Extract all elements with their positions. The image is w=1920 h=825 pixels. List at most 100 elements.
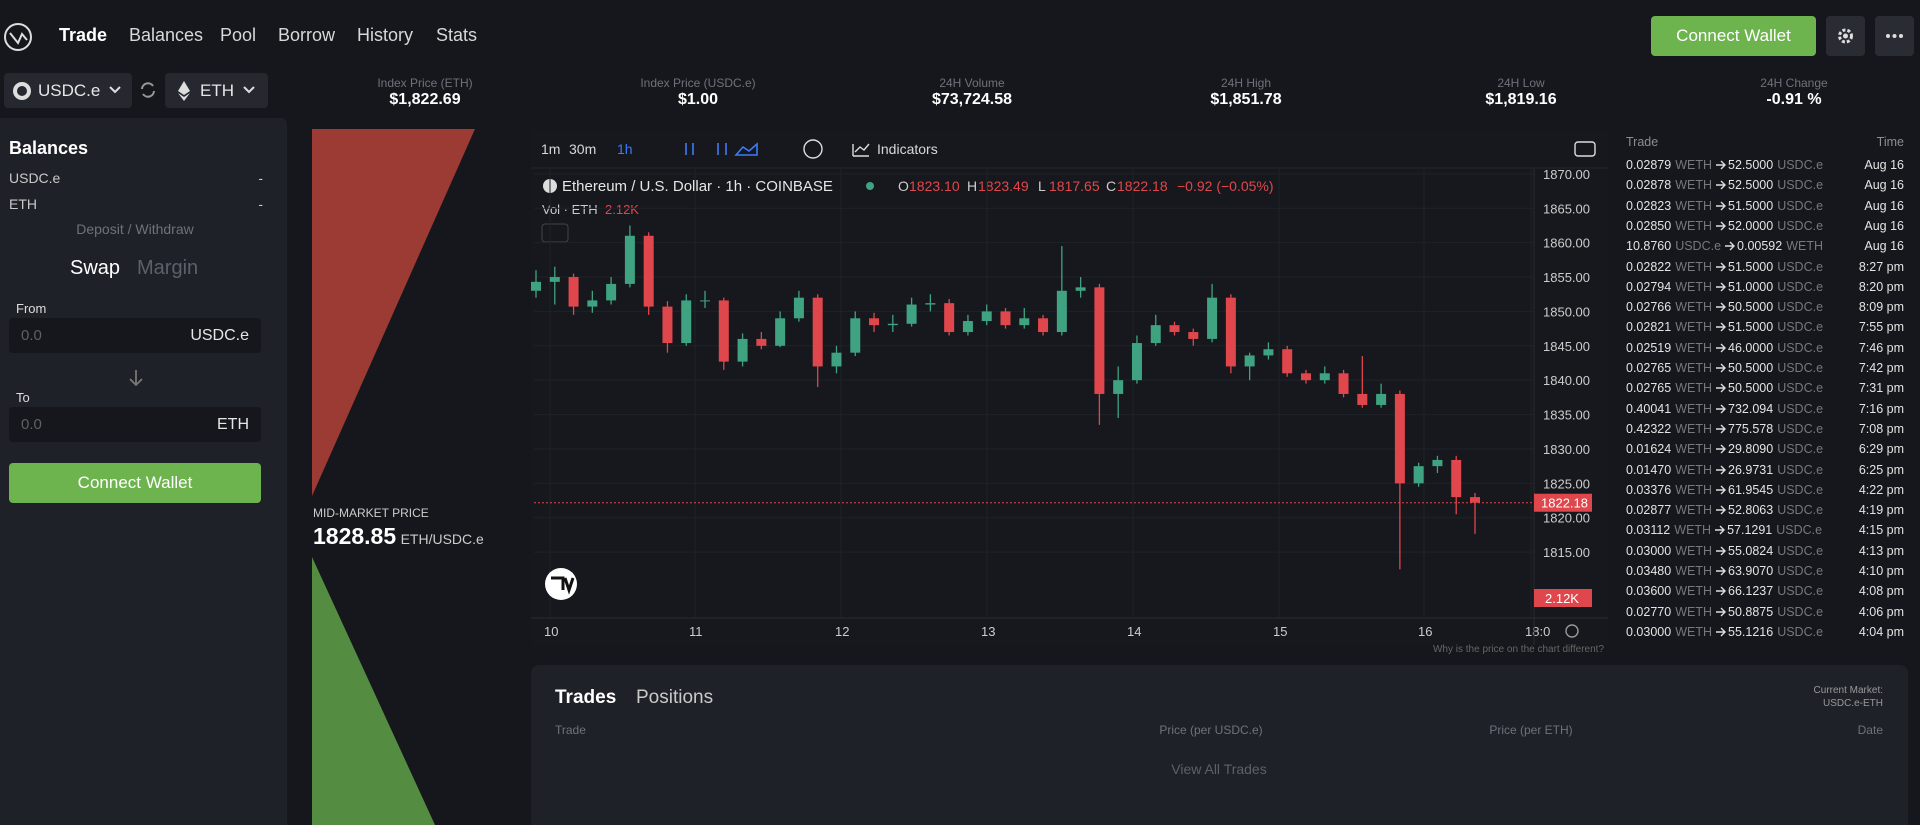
candle-body (944, 303, 955, 333)
to-input[interactable]: 0.0 ETH (9, 407, 261, 442)
trade-token: WETH (1675, 300, 1712, 315)
column-header: Trade (555, 723, 586, 737)
trade-token: USDC.e (1777, 340, 1824, 355)
nav-item[interactable]: Trade (59, 25, 108, 45)
trade-amount: 0.02765 (1626, 361, 1672, 375)
trade-time: 7:46 pm (1858, 340, 1904, 355)
trade-amount: 0.02879 (1626, 158, 1672, 172)
trade-token: USDC.e (1777, 421, 1824, 436)
y-tick-label: 1825.00 (1543, 476, 1590, 491)
nav-item[interactable]: Balances (129, 25, 204, 45)
trade-token: WETH (1675, 158, 1712, 172)
nav-item[interactable]: Borrow (278, 25, 336, 45)
stat-value: $1,822.69 (389, 91, 461, 108)
add-indicator-icon[interactable] (803, 139, 823, 159)
candle-body (662, 306, 673, 344)
settings-button[interactable] (1826, 16, 1865, 56)
x-tick-label: 18:0 (1525, 624, 1550, 639)
more-button[interactable] (1875, 16, 1914, 56)
volume-label: Vol · ETH (542, 202, 598, 217)
trade-token: WETH (1786, 239, 1824, 254)
ohlc-value: 1823.49 (978, 178, 1029, 194)
direction-arrow (129, 370, 143, 387)
trade-amount: 0.02519 (1626, 340, 1672, 355)
candle-body (1038, 318, 1049, 333)
swap-tokens-icon[interactable] (138, 80, 158, 100)
trade-amount: 0.03600 (1626, 584, 1672, 599)
base-token-select[interactable]: USDC.e (4, 73, 132, 108)
feed-row: 0.02850 WETH 52.0000 USDC.e Aug 16 (1626, 216, 1904, 236)
y-tick-label: 1865.00 (1543, 201, 1590, 216)
trade-received: 61.9545 (1728, 482, 1774, 497)
y-tick-label: 1850.00 (1543, 304, 1590, 319)
trade-token: WETH (1675, 279, 1712, 294)
trade-received: 51.5000 (1728, 320, 1774, 335)
from-input[interactable]: 0.0 USDC.e (9, 318, 261, 353)
candle-body (1131, 343, 1142, 381)
swap-tab[interactable]: Swap (70, 257, 121, 279)
trade-amount: 0.01624 (1626, 442, 1672, 457)
trade-token: WETH (1675, 259, 1712, 274)
screenshot-icon[interactable] (1574, 141, 1596, 157)
interval-button[interactable]: 1m (541, 141, 560, 157)
candle-body (1432, 459, 1443, 467)
candle-body (737, 338, 748, 362)
x-tick-label: 11 (689, 624, 703, 639)
trade-time: Aug 16 (1864, 158, 1904, 172)
interval-button[interactable]: 1h (617, 141, 633, 157)
quote-token-select[interactable]: ETH (165, 73, 268, 108)
stat-label: Index Price (USDC.e) (640, 76, 756, 90)
candle-body (869, 318, 880, 326)
view-all-trades[interactable]: View All Trades (1171, 761, 1267, 777)
trade-token: USDC.e (1777, 259, 1824, 274)
margin-tab[interactable]: Margin (137, 257, 199, 279)
trades-tab[interactable]: Trades (555, 687, 617, 708)
trade-received: 50.5000 (1728, 381, 1774, 396)
trade-token: WETH (1675, 178, 1712, 193)
feed-row: 0.02878 WETH 52.5000 USDC.e Aug 16 (1626, 175, 1904, 195)
deposit-withdraw-link[interactable]: Deposit / Withdraw (76, 221, 194, 237)
trade-token: WETH (1675, 218, 1712, 233)
feed-header: Time (1876, 135, 1904, 149)
last-price-badge (1534, 493, 1592, 512)
chart-note[interactable]: Why is the price on the chart different? (1432, 644, 1604, 655)
y-tick-label: 1855.00 (1543, 270, 1590, 285)
trade-token: WETH (1675, 340, 1712, 355)
feed-row: 0.02765 WETH 50.5000 USDC.e 7:42 pm (1626, 358, 1904, 378)
feed-row: 0.03480 WETH 63.9070 USDC.e 4:10 pm (1626, 561, 1904, 581)
ohlc-key: H (967, 178, 977, 194)
settings-icon[interactable] (1565, 624, 1579, 638)
candle-body (962, 321, 973, 333)
bid-depth (312, 557, 435, 825)
trade-amount: 0.03480 (1626, 564, 1672, 578)
mid-market-label: MID-MARKET PRICE (313, 506, 429, 520)
positions-tab[interactable]: Positions (636, 687, 714, 708)
trade-amount: 0.02765 (1626, 381, 1672, 396)
indicators-button[interactable]: Indicators (877, 141, 938, 157)
candle-body (1169, 325, 1180, 333)
nav-item[interactable]: Stats (436, 25, 478, 45)
candle-body (812, 297, 823, 367)
trade-received: 52.8063 (1728, 503, 1774, 518)
interval-button[interactable]: 30m (569, 141, 596, 157)
balance-token: USDC.e (9, 170, 61, 186)
trade-received: 51.0000 (1728, 279, 1774, 294)
candle-body (981, 311, 992, 322)
trade-token: WETH (1675, 198, 1712, 213)
trade-amount: 0.02850 (1626, 218, 1672, 233)
collapse-button[interactable] (541, 223, 569, 243)
nav-item[interactable]: Pool (220, 25, 257, 45)
trade-received: 50.5000 (1728, 300, 1774, 315)
swap-connect-wallet-button[interactable]: Connect Wallet (9, 463, 261, 503)
arrow (1716, 160, 1726, 170)
connect-wallet-button[interactable]: Connect Wallet (1651, 16, 1816, 56)
candle-body (624, 235, 635, 284)
arrow (1716, 546, 1726, 556)
feed-header: Trade (1626, 135, 1659, 149)
tv-logo-mark (551, 576, 575, 595)
trade-amount: 0.02822 (1626, 259, 1672, 274)
nav-item[interactable]: History (357, 25, 414, 45)
logo[interactable] (2, 21, 34, 53)
trade-token: USDC.e (1777, 604, 1824, 619)
stat-label: 24H High (1220, 76, 1272, 90)
